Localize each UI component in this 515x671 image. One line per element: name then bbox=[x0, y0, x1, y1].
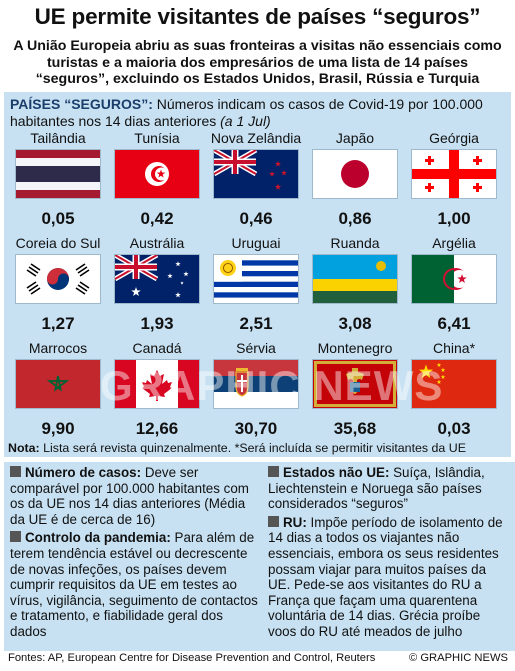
country-name-china: China* bbox=[432, 340, 476, 356]
flag-algeria-icon bbox=[412, 255, 496, 303]
case-rate-new-zealand: 0,46 bbox=[239, 209, 273, 228]
footer: Fontes: AP, European Centre for Disease … bbox=[8, 652, 508, 664]
country-name-serbia: Sérvia bbox=[236, 340, 276, 356]
note: Nota: Lista será revista quinzenalmente.… bbox=[8, 441, 508, 455]
country-name-algeria: Argélia bbox=[432, 235, 476, 251]
flag-canada-icon bbox=[115, 360, 199, 408]
flag-south-korea-icon bbox=[16, 255, 100, 303]
subtitle: A União Europeia abriu as suas fronteira… bbox=[13, 38, 502, 87]
panel-text: Números indicam os casos de Covid-19 por… bbox=[10, 96, 483, 129]
bullet-square-icon bbox=[10, 531, 21, 543]
uk-text: Impõe período de isolamento de 14 dias a… bbox=[268, 514, 503, 639]
flag-georgia-icon bbox=[412, 150, 496, 198]
case-rate-south-korea: 1,27 bbox=[41, 314, 75, 333]
credit: © GRAPHIC NEWS bbox=[409, 652, 508, 664]
pandemic-heading: Controlo da pandemia: bbox=[25, 530, 171, 546]
flag-japan-icon bbox=[313, 150, 397, 198]
country-name-montenegro: Montenegro bbox=[317, 340, 393, 356]
case-rate-algeria: 6,41 bbox=[437, 314, 471, 333]
country-name-uruguay: Uruguai bbox=[231, 235, 281, 251]
flag-morocco-icon bbox=[16, 360, 100, 408]
country-name-canada: Canadá bbox=[132, 340, 182, 356]
non-eu-heading: Estados não UE: bbox=[283, 465, 390, 480]
flag-australia-icon bbox=[115, 255, 199, 303]
case-rate-uruguay: 2,51 bbox=[239, 314, 273, 333]
flag-tunisia-icon bbox=[115, 150, 199, 198]
panel-label: PAÍSES “SEGUROS”: bbox=[10, 96, 153, 112]
country-name-australia: Austrália bbox=[129, 235, 185, 251]
country-name-south-korea: Coreia do Sul bbox=[15, 235, 101, 251]
flag-china-icon bbox=[412, 360, 496, 408]
case-rate-japan: 0,86 bbox=[338, 209, 372, 228]
country-name-japan: Japão bbox=[335, 130, 375, 146]
flag-uruguay-icon bbox=[214, 255, 298, 303]
case-rate-morocco: 9,90 bbox=[41, 419, 75, 438]
note-label: Nota: bbox=[8, 441, 40, 455]
case-rate-thailand: 0,05 bbox=[41, 209, 75, 228]
country-name-rwanda: Ruanda bbox=[330, 235, 380, 251]
flag-serbia-icon bbox=[214, 360, 298, 408]
flag-thailand-icon bbox=[16, 150, 100, 198]
flag-rwanda-icon bbox=[313, 255, 397, 303]
panel-date: (a 1 Jul) bbox=[220, 113, 271, 129]
note-text: Lista será revista quinzenalmente. *Será… bbox=[39, 441, 466, 455]
uk-heading: RU: bbox=[283, 514, 307, 530]
flag-new-zealand-icon bbox=[214, 150, 298, 198]
case-rate-tunisia: 0,42 bbox=[140, 209, 174, 228]
flag-montenegro-icon bbox=[313, 360, 397, 408]
case-rate-canada: 12,66 bbox=[135, 419, 179, 438]
country-name-thailand: Tailândia bbox=[30, 130, 86, 146]
case-rate-rwanda: 3,08 bbox=[338, 314, 372, 333]
bullet-square-icon bbox=[10, 466, 21, 477]
case-rate-australia: 1,93 bbox=[140, 314, 174, 333]
bullet-square-icon bbox=[268, 515, 279, 527]
sources: Fontes: AP, European Centre for Disease … bbox=[8, 652, 376, 664]
country-name-morocco: Marrocos bbox=[28, 340, 88, 356]
other-states-box: Estados não UE: Suíça, Islândia, Liechte… bbox=[262, 462, 515, 651]
case-rate-serbia: 30,70 bbox=[234, 419, 278, 438]
case-rate-montenegro: 35,68 bbox=[333, 419, 377, 438]
bullet-square-icon bbox=[268, 466, 279, 477]
country-name-new-zealand: Nova Zelândia bbox=[210, 130, 302, 146]
case-rate-china: 0,03 bbox=[437, 419, 471, 438]
cases-heading: Número de casos: bbox=[25, 465, 142, 480]
non-eu-text: Suíça, Islândia, Liechtenstein e Noruega… bbox=[268, 465, 485, 512]
case-rate-georgia: 1,00 bbox=[437, 209, 471, 228]
page-title: UE permite visitantes de países “seguros… bbox=[34, 4, 481, 29]
country-name-tunisia: Tunísia bbox=[134, 130, 180, 146]
cases-text: Deve ser comparável por 100.000 habitant… bbox=[10, 465, 249, 527]
panel-header: PAÍSES “SEGUROS”: Números indicam os cas… bbox=[10, 96, 506, 130]
country-name-georgia: Geórgia bbox=[429, 130, 479, 146]
criteria-box: Número de casos: Deve ser comparável por… bbox=[4, 462, 264, 651]
pandemic-text: Para além de terem tendência estável ou … bbox=[10, 530, 258, 639]
